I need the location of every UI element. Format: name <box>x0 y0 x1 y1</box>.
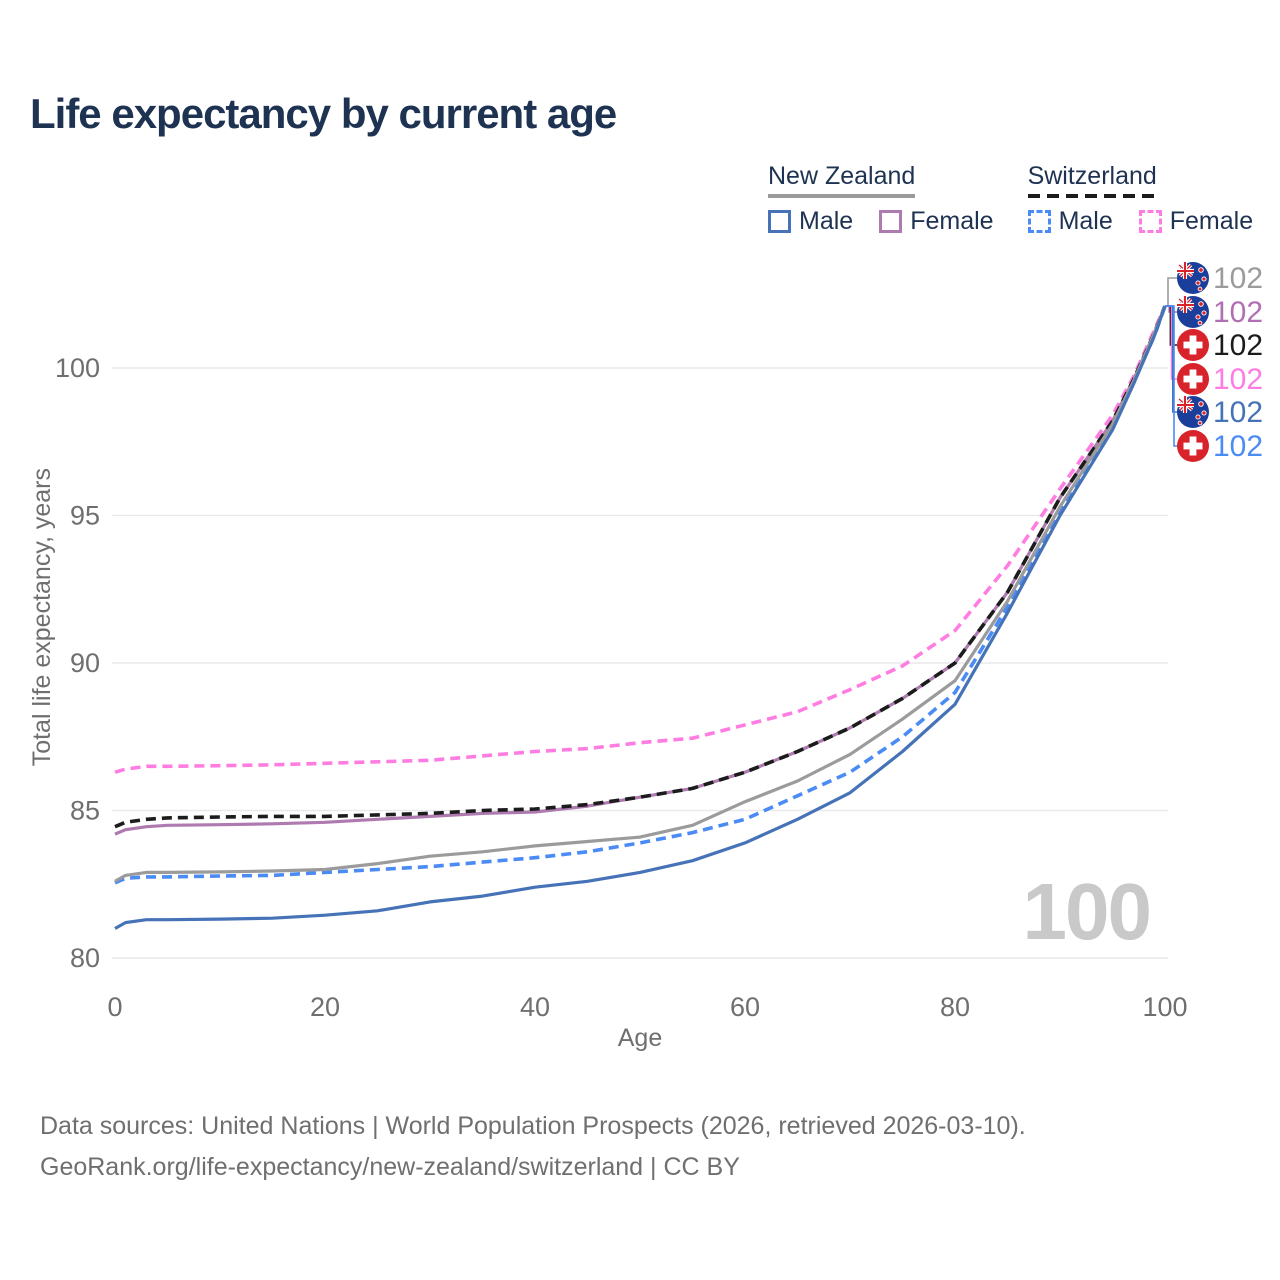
y-tick-label: 80 <box>70 943 100 973</box>
legend-item-label: Female <box>910 207 994 236</box>
legend-group-new-zealand: New Zealand Male Female <box>768 163 994 236</box>
legend-item-label: Male <box>1058 207 1113 236</box>
x-tick-label: 20 <box>310 992 340 1022</box>
chart-title: Life expectancy by current age <box>30 90 617 137</box>
footer: Data sources: United Nations | World Pop… <box>40 1106 1026 1187</box>
ch-flag-icon <box>1177 363 1209 395</box>
star-dot <box>1197 320 1203 326</box>
nz-flag-icon <box>1177 262 1209 294</box>
end-value-label: 102 <box>1213 396 1263 429</box>
star-dot <box>1201 276 1207 282</box>
nz-flag-icon <box>1177 296 1209 328</box>
x-tick-label: 40 <box>520 992 550 1022</box>
star-dot <box>1197 420 1203 426</box>
y-tick-label: 85 <box>70 796 100 826</box>
y-tick-label: 90 <box>70 648 100 678</box>
star-dot <box>1198 401 1204 407</box>
series-line-new-zealand-female <box>114 305 1167 836</box>
footer-data-sources: Data sources: United Nations | World Pop… <box>40 1112 1026 1140</box>
current-age-watermark: 100 <box>1022 867 1152 956</box>
y-tick-label: 100 <box>55 353 100 383</box>
legend-item-nz-female: Female <box>879 207 994 236</box>
end-label-leader-line <box>1165 305 1177 447</box>
swiss-cross <box>1183 442 1203 450</box>
x-tick-label: 100 <box>1142 992 1187 1022</box>
legend-items: Male Female <box>768 207 994 236</box>
legend-items: Male Female <box>1027 207 1254 236</box>
legend-linestyle-solid <box>768 194 916 199</box>
legend-country-label: New Zealand <box>768 162 916 190</box>
ch-female-swatch-icon <box>1138 210 1162 234</box>
star-dot <box>1198 267 1204 273</box>
legend-group-switzerland: Switzerland Male Female <box>1027 162 1254 236</box>
legend-linestyle-dashed <box>1027 194 1157 199</box>
ch-flag-icon <box>1177 430 1209 462</box>
legend-country-head: New Zealand <box>768 162 916 199</box>
end-value-label: 102 <box>1213 430 1263 463</box>
ch-flag-icon <box>1177 329 1209 361</box>
star-dot <box>1198 301 1204 307</box>
legend-item-ch-male: Male <box>1027 207 1113 236</box>
legend-item-ch-female: Female <box>1138 207 1254 236</box>
star-dot <box>1195 414 1201 420</box>
legend-item-nz-male: Male <box>768 207 853 236</box>
x-tick-label: 0 <box>107 992 122 1022</box>
nz-male-swatch-icon <box>768 210 791 234</box>
x-tick-label: 60 <box>730 992 760 1022</box>
legend-item-label: Female <box>1169 207 1254 236</box>
end-label-leader-line <box>1165 277 1177 307</box>
x-tick-label: 80 <box>940 992 970 1022</box>
series-line-switzerland-female <box>114 305 1167 774</box>
x-axis-title: Age <box>617 1024 663 1052</box>
swiss-cross <box>1183 375 1203 383</box>
star-dot <box>1201 410 1207 416</box>
legend-country-head: Switzerland <box>1027 162 1157 199</box>
footer-attribution: GeoRank.org/life-expectancy/new-zealand/… <box>40 1152 740 1181</box>
star-dot <box>1195 280 1201 286</box>
star-dot <box>1197 286 1203 292</box>
y-axis-title: Total life expectancy, years <box>28 468 56 767</box>
nz-flag-icon <box>1177 396 1209 428</box>
y-tick-label: 95 <box>70 501 100 531</box>
ch-male-swatch-icon <box>1027 210 1051 234</box>
end-value-label: 102 <box>1213 296 1263 329</box>
swiss-cross <box>1183 341 1203 349</box>
end-value-label: 102 <box>1213 363 1263 396</box>
series-line-new-zealand-both-sexes <box>114 305 1167 883</box>
star-dot <box>1201 310 1207 316</box>
series-line-new-zealand-male <box>114 305 1167 930</box>
legend-country-label: Switzerland <box>1027 162 1157 190</box>
nz-female-swatch-icon <box>879 210 903 234</box>
legend-item-label: Male <box>799 207 854 236</box>
legend: New Zealand Male Female Switzerland <box>768 163 1253 236</box>
star-dot <box>1195 314 1201 320</box>
end-value-label: 102 <box>1213 262 1263 295</box>
end-value-label: 102 <box>1213 329 1263 362</box>
